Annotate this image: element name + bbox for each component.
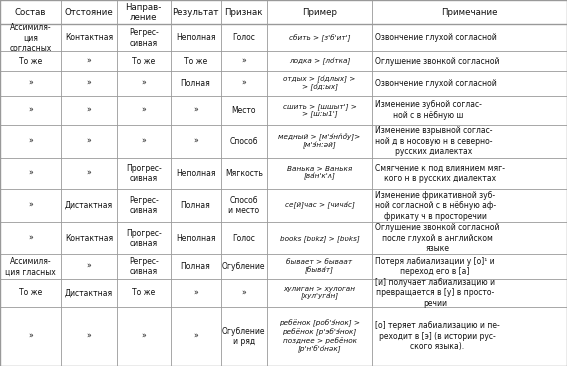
Text: »: » bbox=[141, 79, 146, 88]
Text: »: » bbox=[193, 288, 198, 297]
Text: Изменение зубной соглас-
ной с в нёбную ш: Изменение зубной соглас- ной с в нёбную … bbox=[375, 100, 482, 120]
Text: »: » bbox=[141, 137, 146, 146]
Text: Пример: Пример bbox=[302, 8, 337, 17]
Text: Голос: Голос bbox=[232, 234, 255, 243]
Text: Полная: Полная bbox=[181, 201, 210, 210]
Text: »: » bbox=[242, 79, 246, 88]
Text: Мягкость: Мягкость bbox=[225, 169, 263, 178]
Text: »: » bbox=[28, 234, 33, 243]
Text: Контактная: Контактная bbox=[65, 234, 113, 243]
Text: То же: То же bbox=[132, 288, 155, 297]
Text: »: » bbox=[193, 106, 198, 115]
Text: Ассимиля-
ция
согласных: Ассимиля- ция согласных bbox=[10, 23, 52, 53]
Text: »: » bbox=[87, 79, 91, 88]
Text: books [bʋkz] > [bʋks]: books [bʋkz] > [bʋks] bbox=[280, 235, 359, 242]
Text: Дистактная: Дистактная bbox=[65, 201, 113, 210]
Text: Неполная: Неполная bbox=[176, 169, 215, 178]
Text: медный > [м'э́нňо̊у]>
[м'э́н:əй]: медный > [м'э́нňо̊у]> [м'э́н:əй] bbox=[278, 133, 361, 149]
Text: »: » bbox=[193, 332, 198, 341]
Text: хулиган > хулоган
[хул'уга́н]: хулиган > хулоган [хул'уга́н] bbox=[284, 285, 356, 300]
Text: »: » bbox=[28, 201, 33, 210]
Text: »: » bbox=[87, 106, 91, 115]
Text: Прогрес-
сивная: Прогрес- сивная bbox=[126, 228, 162, 248]
Text: ребёнок [роб'э́нок] >
ребёнок [р'эб'э́нок]
позднее > ребёнок
[р'н'б'о́нəк]: ребёнок [роб'э́нок] > ребёнок [р'эб'э́но… bbox=[279, 320, 360, 353]
Text: »: » bbox=[242, 56, 246, 66]
Text: »: » bbox=[87, 262, 91, 271]
Text: Способ
и место: Способ и место bbox=[229, 196, 259, 215]
Text: Контактная: Контактная bbox=[65, 33, 113, 42]
Text: [о] теряет лабиализацию и пе-
реходит в [э] (в истории рус-
ского языка).: [о] теряет лабиализацию и пе- реходит в … bbox=[375, 321, 500, 351]
Text: Примечание: Примечание bbox=[441, 8, 498, 17]
Text: Состав: Состав bbox=[15, 8, 46, 17]
Text: Регрес-
сивная: Регрес- сивная bbox=[129, 196, 159, 215]
Text: »: » bbox=[28, 332, 33, 341]
Text: »: » bbox=[141, 106, 146, 115]
Text: Огубление: Огубление bbox=[222, 262, 265, 271]
Text: Изменение взрывной соглас-
ной д в носовую н в северно-
русских диалектах: Изменение взрывной соглас- ной д в носов… bbox=[375, 126, 493, 156]
Text: Ассимиля-
ция гласных: Ассимиля- ция гласных bbox=[5, 257, 56, 276]
Text: Неполная: Неполная bbox=[176, 33, 215, 42]
Text: Оглушение звонкой согласной
после глухой в английском
языке: Оглушение звонкой согласной после глухой… bbox=[375, 223, 500, 253]
Text: »: » bbox=[242, 288, 246, 297]
Text: Голос: Голос bbox=[232, 33, 255, 42]
Text: Изменение фрикативной зуб-
ной согласной с в нёбную аф-
фрикату ч в просторечии: Изменение фрикативной зуб- ной согласной… bbox=[375, 191, 496, 220]
Text: Потеря лабиализации у [о]¹ и
переход его в [а]: Потеря лабиализации у [о]¹ и переход его… bbox=[375, 257, 494, 276]
Text: То же: То же bbox=[132, 56, 155, 66]
Text: Ванька > Ванькя
[ва́н'к'ʌ]: Ванька > Ванькя [ва́н'к'ʌ] bbox=[287, 166, 352, 180]
Text: Дистактная: Дистактная bbox=[65, 288, 113, 297]
Text: Способ: Способ bbox=[230, 137, 258, 146]
Text: Оглушение звонкой согласной: Оглушение звонкой согласной bbox=[375, 56, 500, 66]
Text: »: » bbox=[193, 137, 198, 146]
Text: »: » bbox=[28, 169, 33, 178]
Text: Результат: Результат bbox=[172, 8, 219, 17]
Text: »: » bbox=[141, 332, 146, 341]
Text: »: » bbox=[28, 137, 33, 146]
Text: Признак: Признак bbox=[225, 8, 263, 17]
Text: Полная: Полная bbox=[181, 79, 210, 88]
Text: сбить > [з'б'ит']: сбить > [з'б'ит'] bbox=[289, 34, 350, 42]
Text: »: » bbox=[28, 79, 33, 88]
Text: Смягчение к под влиянием мяг-
кого н в русских диалектах: Смягчение к под влиянием мяг- кого н в р… bbox=[375, 164, 505, 183]
Text: То же: То же bbox=[19, 56, 43, 66]
Text: Отстояние: Отстояние bbox=[65, 8, 113, 17]
Text: бывает > бываат
[быва́т]: бывает > бываат [быва́т] bbox=[286, 259, 353, 274]
Text: То же: То же bbox=[184, 56, 208, 66]
Text: »: » bbox=[28, 106, 33, 115]
Text: сшить > [шшыт'] >
> [ш:ы1']: сшить > [шшыт'] > > [ш:ы1'] bbox=[282, 103, 357, 117]
Text: Место: Место bbox=[231, 106, 256, 115]
Text: »: » bbox=[87, 332, 91, 341]
Text: То же: То же bbox=[19, 288, 43, 297]
Text: [и] получает лабиализацию и
превращается в [у] в просто-
речии: [и] получает лабиализацию и превращается… bbox=[375, 278, 495, 308]
Text: Прогрес-
сивная: Прогрес- сивная bbox=[126, 164, 162, 183]
Text: »: » bbox=[87, 56, 91, 66]
Text: »: » bbox=[87, 137, 91, 146]
Text: Полная: Полная bbox=[181, 262, 210, 271]
Text: се[й]час > [чича́с]: се[й]час > [чича́с] bbox=[285, 202, 354, 209]
Text: »: » bbox=[87, 169, 91, 178]
Text: Регрес-
сивная: Регрес- сивная bbox=[129, 28, 159, 48]
Text: Огубление
и ряд: Огубление и ряд bbox=[222, 327, 265, 346]
Text: отдых > [о́длых] >
> [о́д:ых]: отдых > [о́длых] > > [о́д:ых] bbox=[284, 75, 356, 91]
Text: лодка > [ло́тка]: лодка > [ло́тка] bbox=[289, 57, 350, 65]
Text: Неполная: Неполная bbox=[176, 234, 215, 243]
Text: Регрес-
сивная: Регрес- сивная bbox=[129, 257, 159, 276]
Text: Направ-
ление: Направ- ление bbox=[125, 3, 162, 22]
Text: Озвончение глухой согласной: Озвончение глухой согласной bbox=[375, 79, 497, 88]
Text: Озвончение глухой согласной: Озвончение глухой согласной bbox=[375, 33, 497, 42]
